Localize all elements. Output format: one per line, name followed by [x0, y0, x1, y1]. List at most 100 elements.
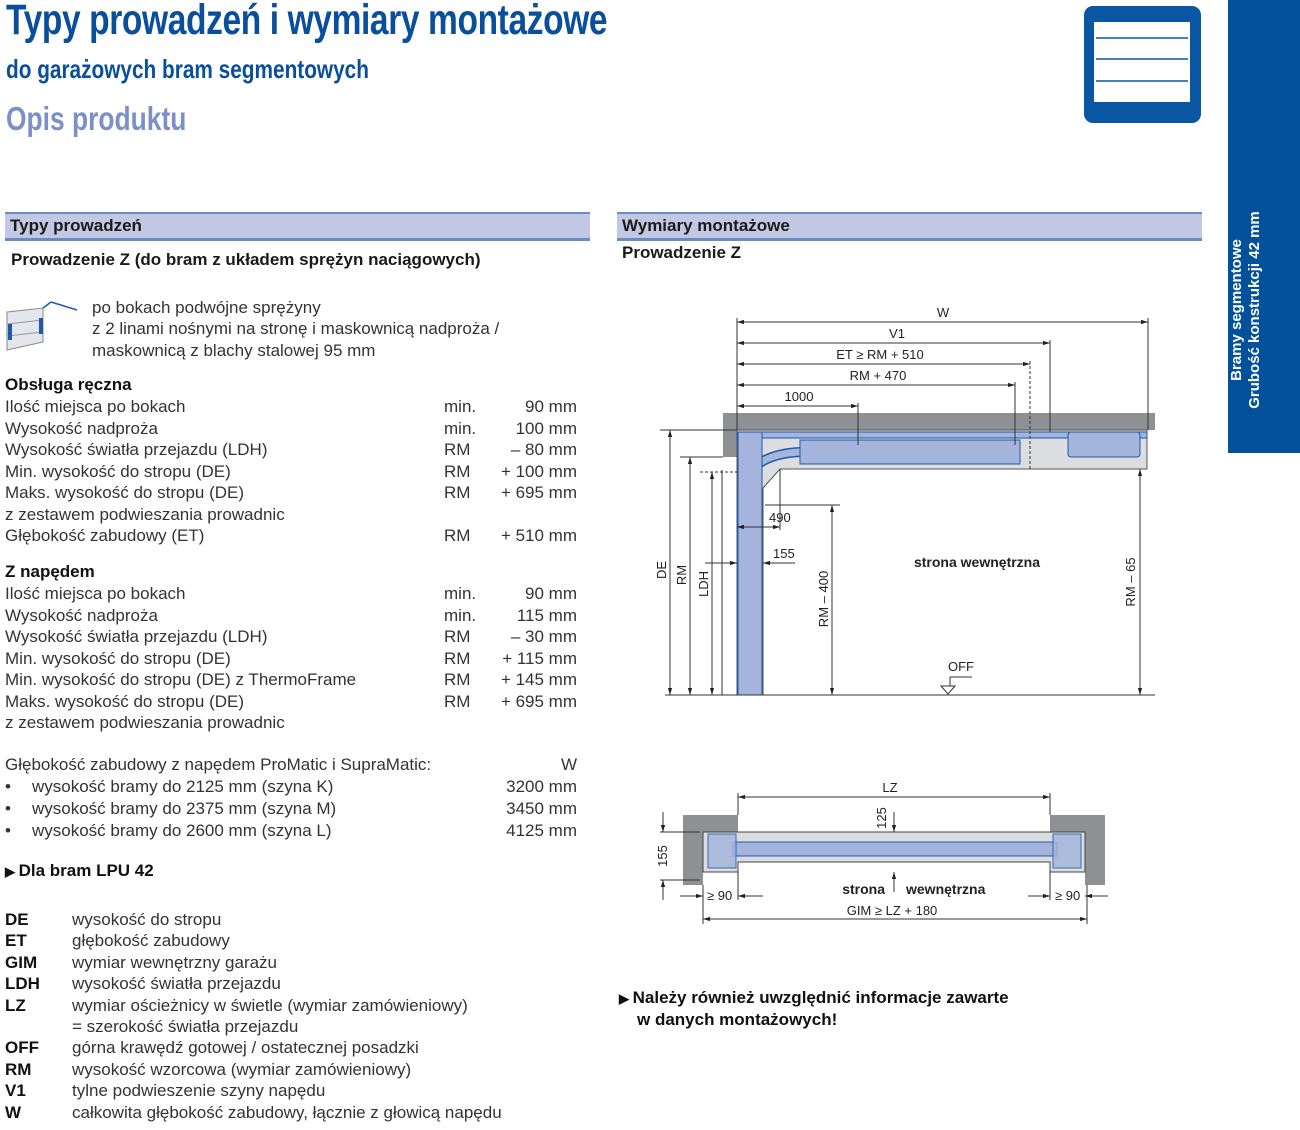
spec-row: Wysokość nadproża min. 115 mm: [5, 606, 577, 627]
spec-label: Ilość miejsca po bokach: [5, 397, 186, 416]
dim-RM400: RM – 400: [816, 571, 831, 627]
spec-label: z zestawem podwieszania prowadnic: [5, 713, 285, 732]
legend-key: V1: [5, 1081, 26, 1101]
plan-125: 125: [874, 807, 889, 829]
spec-row: z zestawem podwieszania prowadnic: [5, 713, 577, 734]
installation-note[interactable]: ▶ Należy również uwzględnić informacje z…: [619, 987, 1009, 1030]
plan-wewnetrzna: wewnętrzna: [905, 881, 986, 897]
spec-qualifier: RM: [444, 670, 471, 689]
spec-row: Ilość miejsca po bokach min. 90 mm: [5, 584, 577, 605]
legend-key: RM: [5, 1059, 32, 1079]
spec-label: Głębokość zabudowy (ET): [5, 526, 205, 545]
legend-key: LDH: [5, 974, 40, 994]
spec-row: Min. wysokość do stropu (DE) z ThermoFra…: [5, 670, 577, 691]
lpu-link[interactable]: ▶ Dla bram LPU 42: [5, 861, 154, 881]
spec-value: 100 mm: [515, 418, 577, 438]
spec-row: Maks. wysokość do stropu (DE) RM + 695 mm: [5, 483, 577, 504]
spec-value: + 100 mm: [500, 461, 577, 481]
legend-desc: górna krawędź gotowej / ostatecznej posa…: [72, 1038, 419, 1058]
depth-row-label: wysokość bramy do 2375 mm (szyna M): [32, 799, 337, 818]
spec-label: Ilość miejsca po bokach: [5, 584, 186, 603]
depth-row-label: wysokość bramy do 2600 mm (szyna L): [32, 821, 332, 840]
dim-RM470: RM + 470: [850, 368, 907, 383]
triangle-right-icon: ▶: [619, 991, 633, 1006]
legend-key: ET: [5, 931, 27, 951]
inside-label: strona wewnętrzna: [914, 554, 1040, 570]
spec-value: + 695 mm: [500, 691, 577, 711]
spec-label: z zestawem podwieszania prowadnic: [5, 504, 285, 524]
legend-key: W: [5, 1102, 22, 1122]
spec-qualifier: min.: [444, 418, 477, 438]
spec-row: Głębokość zabudowy (ET) RM + 510 mm: [5, 526, 577, 547]
guide-subtitle: Prowadzenie Z (do bram z układem sprężyn…: [11, 250, 481, 269]
spec-value: + 115 mm: [502, 648, 577, 668]
spec-label: Min. wysokość do stropu (DE) z ThermoFra…: [5, 670, 357, 689]
spec-qualifier: min.: [444, 397, 477, 416]
dim-DE: DE: [654, 561, 669, 579]
page-subtitle: do garażowych bram segmentowych: [6, 54, 369, 84]
bullet-icon: •: [5, 799, 11, 818]
spec-row: Wysokość nadproża min. 100 mm: [5, 419, 577, 440]
legend-desc: całkowita głębokość zabudowy, łącznie z …: [72, 1102, 502, 1122]
depth-row: • wysokość bramy do 2375 mm (szyna M) 3450…: [5, 799, 577, 820]
spec-qualifier: RM: [444, 440, 471, 459]
spec-label: Wysokość światła przejazdu (LDH): [5, 627, 268, 646]
spec-value: + 145 mm: [500, 670, 577, 689]
spec-value: – 80 mm: [510, 440, 577, 459]
side-tab: Bramy segmentowe Grubość konstrukcji 42 m…: [1228, 0, 1300, 453]
dim-W: W: [937, 305, 950, 320]
side-section-diagram: [660, 318, 1155, 696]
section-title: Opis produktu: [6, 100, 187, 137]
dim-RM65: RM – 65: [1123, 557, 1138, 606]
spec-value: 90 mm: [525, 397, 577, 416]
door-spring-icon: [5, 300, 80, 360]
off-label: OFF: [948, 659, 974, 674]
dim-ET: ET ≥ RM + 510: [836, 347, 923, 362]
legend-desc: głębokość zabudowy: [72, 931, 230, 951]
spec-qualifier: min.: [444, 605, 477, 625]
spec-label: Maks. wysokość do stropu (DE): [5, 483, 245, 502]
spec-value: – 30 mm: [510, 627, 577, 646]
legend-item: RM wysokość wzorcowa (wymiar zamówieniowy…: [5, 1060, 411, 1080]
plan-90-left: ≥ 90: [707, 888, 732, 903]
spec-label: Wysokość nadproża: [5, 418, 158, 438]
legend-key: OFF: [5, 1038, 39, 1058]
depth-heading-row: Głębokość zabudowy z napędem ProMatic i …: [5, 755, 577, 776]
depth-row-value: 3200 mm: [506, 777, 577, 796]
legend-item: LZ wymiar ościeżnicy w świetle (wymiar za…: [5, 996, 468, 1016]
note-line: Należy również uwzględnić informacje zaw…: [632, 988, 1009, 1007]
spec-value: 90 mm: [525, 584, 577, 603]
spec-qualifier: RM: [444, 627, 471, 646]
page-title: Typy prowadzeń i wymiary montażowe: [6, 0, 608, 44]
triangle-right-icon: ▶: [5, 864, 19, 879]
legend-desc: wymiar wewnętrzny garażu: [72, 952, 278, 972]
legend-item: DE wysokość do stropu: [5, 910, 221, 930]
spec-qualifier: RM: [444, 483, 471, 502]
legend-desc: wymiar ościeżnicy w świetle (wymiar zamó…: [72, 995, 468, 1015]
legend-desc: wysokość światła przejazdu: [72, 974, 281, 994]
spec-qualifier: RM: [444, 648, 471, 668]
plan-GIM: GIM ≥ LZ + 180: [847, 903, 938, 918]
spec-value: + 695 mm: [500, 483, 577, 502]
legend-key: GIM: [5, 952, 38, 972]
dim-155: 155: [773, 546, 795, 561]
dim-LDH: LDH: [696, 571, 711, 597]
note-line: w danych montażowych!: [637, 1010, 838, 1029]
drive-heading: Z napędem: [5, 562, 95, 581]
depth-row-label: wysokość bramy do 2125 mm (szyna K): [32, 777, 334, 796]
depth-row-value: 4125 mm: [506, 821, 577, 840]
spec-row: z zestawem podwieszania prowadnic: [5, 505, 577, 526]
desc-line: po bokach podwójne sprężyny: [92, 298, 321, 317]
spec-row: Maks. wysokość do stropu (DE) RM + 695 mm: [5, 692, 577, 713]
section-bar-dimensions: Wymiary montażowe: [617, 212, 1202, 241]
legend-desc: tylne podwieszenie szyny napędu: [72, 1081, 326, 1101]
dim-490: 490: [769, 510, 791, 525]
spec-row: Wysokość światła przejazdu (LDH) RM – 30 m…: [5, 627, 577, 648]
lpu-link-label: Dla bram LPU 42: [18, 861, 154, 880]
spec-row: Min. wysokość do stropu (DE) RM + 115 mm: [5, 649, 577, 670]
spec-label: Wysokość światła przejazdu (LDH): [5, 440, 268, 459]
spec-row: Wysokość światła przejazdu (LDH) RM – 80 m…: [5, 440, 577, 461]
spec-label: Wysokość nadproża: [5, 605, 158, 625]
